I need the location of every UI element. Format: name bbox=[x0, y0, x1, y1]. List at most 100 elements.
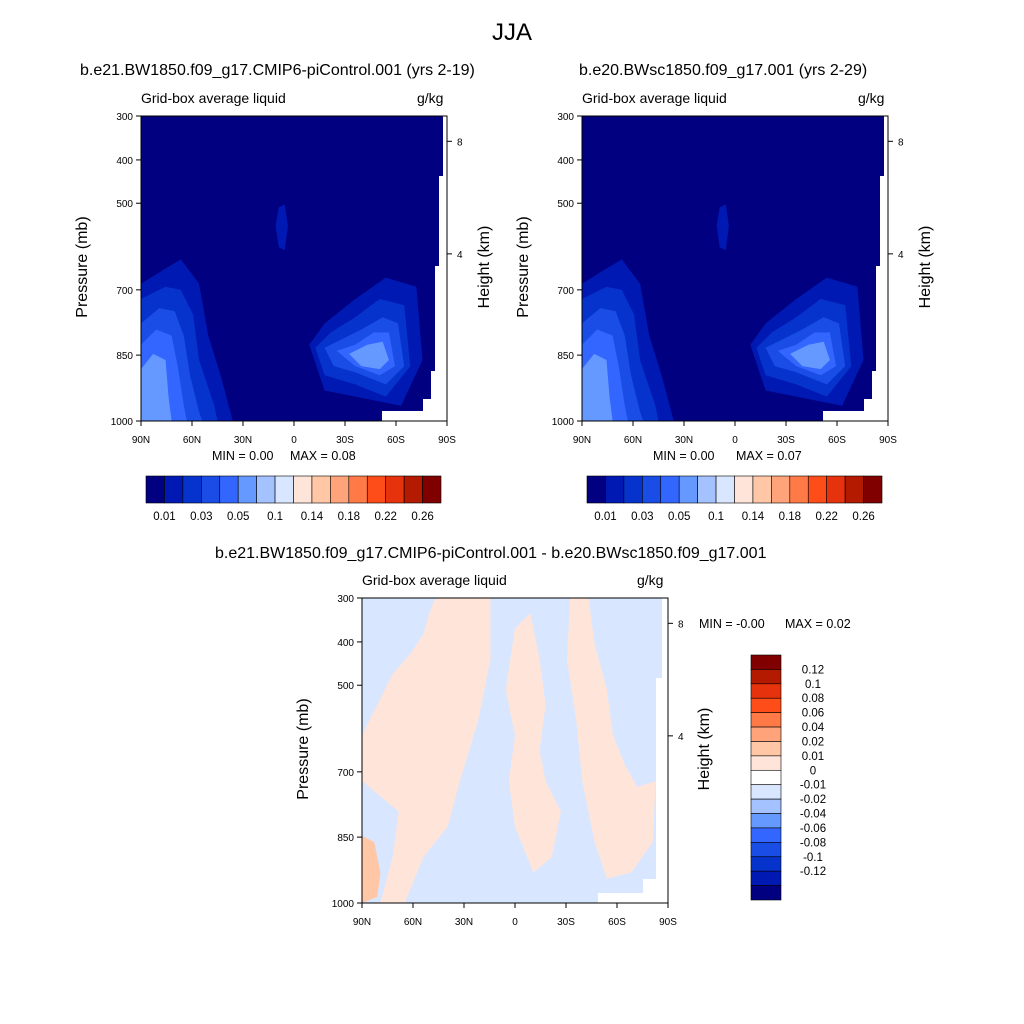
contour-fill bbox=[141, 353, 172, 421]
y-tick-label: 700 bbox=[557, 286, 574, 297]
x-tick-label: 60N bbox=[404, 917, 422, 928]
colorbar-box bbox=[201, 475, 221, 504]
colorbar-label: 0.26 bbox=[852, 511, 874, 523]
missing-data-region bbox=[598, 598, 668, 903]
colorbar-box bbox=[750, 697, 782, 713]
colorbar-label: -0.08 bbox=[800, 837, 826, 849]
contour-fill bbox=[362, 835, 381, 903]
colorbar-box bbox=[863, 475, 883, 504]
x-tick-label: 60S bbox=[608, 917, 626, 928]
colorbar-label: 0.18 bbox=[779, 511, 801, 523]
colorbar-label: 0.03 bbox=[631, 511, 653, 523]
x-tick-label: 30S bbox=[336, 435, 354, 446]
y-tick-label: 300 bbox=[116, 112, 133, 123]
colorbar-label: 0.22 bbox=[815, 511, 837, 523]
y2-tick-label: 4 bbox=[457, 250, 463, 261]
panel2-min: MIN = 0.00 bbox=[653, 449, 715, 463]
x-tick-label: 90S bbox=[879, 435, 897, 446]
y2-tick-label: 8 bbox=[678, 619, 684, 630]
figure-title: JJA bbox=[491, 19, 532, 46]
x-tick-label: 90S bbox=[438, 435, 456, 446]
panel3-plot: 90N 60N 30N 0 30S 60S 90S 300 400 500 700 850 1000 8 4 bbox=[332, 594, 684, 928]
colorbar-label: 0.02 bbox=[802, 736, 824, 748]
y-tick-label: 1000 bbox=[111, 417, 134, 428]
missing-data-region bbox=[823, 116, 888, 421]
colorbar-label: 0.05 bbox=[668, 511, 690, 523]
colorbar-box bbox=[750, 683, 782, 699]
panel2-units: g/kg bbox=[858, 90, 885, 106]
colorbar-box bbox=[237, 475, 257, 504]
colorbar-box bbox=[750, 669, 782, 685]
panel3-max: MAX = 0.02 bbox=[785, 617, 851, 631]
colorbar-box bbox=[164, 475, 184, 504]
colorbar-box bbox=[750, 741, 782, 757]
x-tick-label: 30N bbox=[234, 435, 252, 446]
colorbar-box bbox=[750, 769, 782, 786]
panel1-colorbar: 0.01 0.03 0.05 0.1 0.14 0.18 0.22 0.26 bbox=[145, 475, 442, 523]
y-tick-label: 300 bbox=[337, 594, 354, 605]
colorbar-box bbox=[750, 842, 782, 858]
y-tick-label: 500 bbox=[116, 199, 133, 210]
contour-fill bbox=[716, 204, 729, 251]
colorbar-box bbox=[219, 475, 239, 504]
colorbar-label: 0.08 bbox=[802, 693, 824, 705]
colorbar-box bbox=[605, 475, 625, 504]
colorbar-box bbox=[789, 475, 809, 504]
colorbar-box bbox=[422, 475, 442, 504]
y-tick-label: 700 bbox=[337, 768, 354, 779]
panel2-plot: 90N 60N 30N 0 30S 60S 90S 300 400 500 700 850 1000 8 4 bbox=[552, 112, 904, 446]
colorbar-label: 0.03 bbox=[190, 511, 212, 523]
colorbar-box bbox=[771, 475, 791, 504]
colorbar-box bbox=[311, 475, 331, 504]
panel1-plot: 90N 60N 30N 0 30S 60S 90S 300 400 500 700 850 1000 8 4 bbox=[111, 112, 463, 446]
x-tick-label: 30N bbox=[675, 435, 693, 446]
y-tick-label: 300 bbox=[557, 112, 574, 123]
x-tick-label: 30S bbox=[557, 917, 575, 928]
panel1-max: MAX = 0.08 bbox=[290, 449, 356, 463]
panel1-units: g/kg bbox=[417, 90, 444, 106]
colorbar-label: 0.06 bbox=[802, 708, 824, 720]
colorbar-box bbox=[826, 475, 846, 504]
colorbar-label: 0.12 bbox=[802, 664, 824, 676]
colorbar-label: 0 bbox=[810, 765, 816, 777]
x-tick-label: 0 bbox=[291, 435, 297, 446]
panel2-left-subtitle: Grid-box average liquid bbox=[582, 90, 727, 106]
panel3-min: MIN = -0.00 bbox=[699, 617, 765, 631]
y-tick-label: 850 bbox=[116, 351, 133, 362]
colorbar-label: 0.18 bbox=[338, 511, 360, 523]
colorbar-label: 0.05 bbox=[227, 511, 249, 523]
colorbar-box bbox=[145, 475, 165, 504]
colorbar-box bbox=[697, 475, 717, 504]
contour-fill bbox=[790, 341, 830, 370]
contour-fill bbox=[567, 598, 656, 879]
y2-tick-label: 8 bbox=[457, 137, 463, 148]
colorbar-box bbox=[734, 475, 754, 504]
contour-fill bbox=[505, 613, 561, 873]
colorbar-box bbox=[348, 475, 368, 504]
colorbar-box bbox=[750, 827, 782, 843]
colorbar-box bbox=[256, 475, 276, 504]
colorbar-box bbox=[750, 798, 782, 814]
y2-tick-label: 8 bbox=[898, 137, 904, 148]
panel2-title: b.e20.BWsc1850.f09_g17.001 (yrs 2-29) bbox=[579, 62, 868, 79]
y-tick-label: 400 bbox=[337, 638, 354, 649]
colorbar-box bbox=[623, 475, 643, 504]
colorbar-label: -0.06 bbox=[800, 823, 826, 835]
colorbar-box bbox=[752, 475, 772, 504]
colorbar-label: 0.1 bbox=[805, 679, 821, 691]
x-tick-label: 60N bbox=[183, 435, 201, 446]
panel2-max: MAX = 0.07 bbox=[736, 449, 802, 463]
colorbar-label: 0.01 bbox=[594, 511, 616, 523]
x-tick-label: 60S bbox=[828, 435, 846, 446]
y-tick-label: 700 bbox=[116, 286, 133, 297]
y2-tick-label: 4 bbox=[898, 250, 904, 261]
colorbar-box bbox=[750, 755, 782, 771]
colorbar-label: -0.04 bbox=[800, 809, 827, 821]
colorbar-box bbox=[642, 475, 662, 504]
colorbar-box bbox=[844, 475, 864, 504]
colorbar-box bbox=[750, 870, 782, 886]
contour-fill bbox=[582, 353, 613, 421]
colorbar-label: -0.01 bbox=[800, 780, 826, 792]
colorbar-box bbox=[678, 475, 698, 504]
